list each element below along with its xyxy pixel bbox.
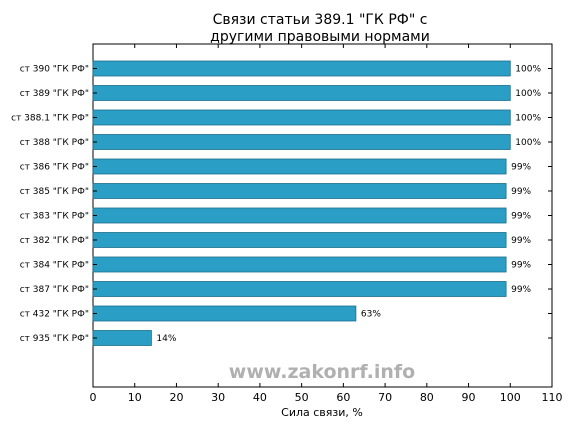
x-axis-label: Сила связи, %: [281, 406, 363, 419]
value-label: 100%: [515, 114, 541, 124]
value-label: 100%: [515, 138, 541, 148]
category-label: ст 385 "ГК РФ": [20, 187, 89, 197]
category-label: ст 389 "ГК РФ": [20, 89, 89, 99]
category-label: ст 390 "ГК РФ": [20, 65, 89, 75]
x-tick-label: 0: [90, 391, 97, 404]
value-label: 99%: [511, 187, 531, 197]
value-labels: 100% 100% 100% 100% 99% 99% 99% 99% 99% 99% 63% 14%: [156, 65, 541, 345]
watermark-text: www.zakonrf.info: [229, 361, 415, 383]
x-tick-label: 20: [169, 391, 183, 404]
bar: [92, 85, 511, 101]
bar: [92, 207, 507, 224]
category-label: ст 388 "ГК РФ": [20, 138, 89, 148]
x-tick-label: 70: [378, 391, 392, 404]
value-label: 99%: [511, 212, 531, 222]
x-tick-label: 80: [420, 391, 434, 404]
category-label: ст 386 "ГК РФ": [20, 163, 89, 173]
category-label: ст 387 "ГК РФ": [20, 285, 89, 295]
x-tick-label: 60: [336, 391, 350, 404]
bar: [92, 134, 511, 150]
value-label: 63%: [361, 310, 381, 320]
value-label: 99%: [511, 285, 531, 295]
category-label: ст 384 "ГК РФ": [20, 261, 89, 271]
chart-title-line-1: Связи статьи 389.1 "ГК РФ" с: [213, 12, 428, 28]
bar: [92, 158, 507, 175]
value-label: 99%: [511, 163, 531, 173]
bar: [92, 183, 507, 199]
category-label: ст 432 "ГК РФ": [20, 310, 89, 320]
bar-series: [92, 60, 511, 346]
category-label: ст 935 "ГК РФ": [20, 334, 89, 344]
x-axis-ticks: 0 10 20 30 40 50 60 70 80 90 100 110: [90, 44, 563, 404]
value-label: 100%: [515, 89, 541, 99]
bar: [92, 305, 357, 322]
bar: [92, 232, 507, 248]
x-tick-label: 40: [253, 391, 267, 404]
x-tick-label: 30: [211, 391, 225, 404]
bar: [92, 109, 511, 126]
x-tick-label: 100: [500, 391, 521, 404]
x-tick-label: 90: [462, 391, 476, 404]
category-label: ст 382 "ГК РФ": [20, 236, 89, 246]
value-label: 100%: [515, 65, 541, 75]
x-tick-label: 10: [128, 391, 142, 404]
bar: [92, 281, 507, 297]
category-label: ст 383 "ГК РФ": [20, 212, 89, 222]
category-label: ст 388.1 "ГК РФ": [11, 114, 89, 124]
value-label: 14%: [156, 334, 176, 344]
value-label: 99%: [511, 261, 531, 271]
chart-title-line-2: другими правовыми нормами: [210, 29, 430, 45]
bar: [92, 256, 507, 273]
x-tick-label: 50: [295, 391, 309, 404]
x-tick-label: 110: [542, 391, 563, 404]
value-label: 99%: [511, 236, 531, 246]
bar: [92, 330, 152, 346]
category-labels: ст 390 "ГК РФ" ст 389 "ГК РФ" ст 388.1 "ГК…: [11, 65, 552, 344]
bar: [92, 60, 511, 77]
